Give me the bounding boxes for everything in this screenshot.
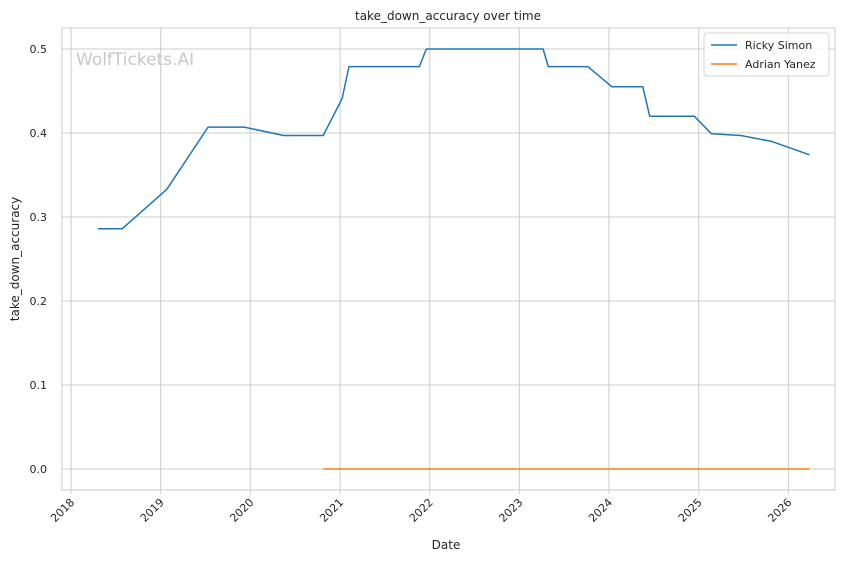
y-tick-label: 0.3 [30,211,48,224]
x-tick-label: 2026 [765,496,794,525]
y-tick-label: 0.2 [30,295,48,308]
legend-label-adrian-yanez: Adrian Yanez [745,58,816,71]
x-axis-ticks: 2018 2019 2020 2021 2022 2023 2024 2025 2026 [48,490,794,525]
y-axis-ticks: 0.0 0.1 0.2 0.3 0.4 0.5 [30,43,48,476]
plot-frame [61,27,836,491]
y-axis-label: take_down_accuracy [8,197,22,321]
series [98,48,810,470]
legend: Ricky Simon Adrian Yanez [703,32,830,77]
chart-title: take_down_accuracy over time [355,9,541,23]
x-tick-label: 2022 [407,496,436,525]
x-tick-label: 2023 [496,496,525,525]
grid [62,28,835,490]
x-tick-label: 2020 [227,496,256,525]
legend-box [703,32,830,77]
x-tick-label: 2019 [138,496,167,525]
y-tick-label: 0.5 [30,43,48,56]
x-tick-label: 2021 [317,496,346,525]
x-tick-label: 2025 [676,496,705,525]
x-axis-label: Date [432,538,461,552]
y-tick-label: 0.0 [30,463,48,476]
legend-label-ricky-simon: Ricky Simon [745,39,812,52]
y-tick-label: 0.4 [30,127,48,140]
y-tick-label: 0.1 [30,379,48,392]
x-tick-label: 2024 [586,496,615,525]
series-line-ricky-simon [98,48,810,230]
x-tick-label: 2018 [48,496,77,525]
watermark: WolfTickets.AI [76,50,194,70]
